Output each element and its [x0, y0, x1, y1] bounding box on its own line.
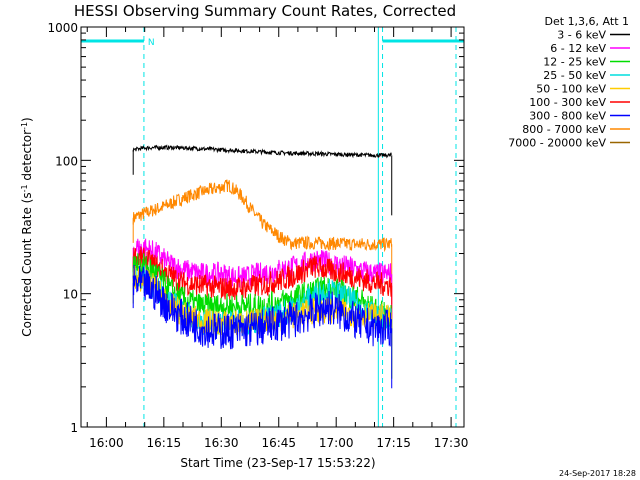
- y-axis-label: Corrected Count Rate (s-1 detector-1): [20, 117, 35, 336]
- y-tick-label-1: 10: [63, 288, 78, 302]
- series-layer: [132, 144, 393, 389]
- night-flag: N: [148, 38, 155, 48]
- y-tick-label-0: 1: [70, 421, 78, 435]
- tick-layer: 16:00 16:15 16:30 16:45 17:00 17:15 17:30 1 10 10…: [47, 21, 468, 450]
- legend-label-1: 6 - 12 keV: [550, 42, 606, 55]
- chart-title: HESSI Observing Summary Count Rates, Cor…: [74, 2, 456, 20]
- legend-label-6: 300 - 800 keV: [529, 110, 606, 123]
- y-tick-label-2: 100: [55, 154, 78, 168]
- y-axis-label-sup1: -1: [20, 184, 29, 192]
- x-tick-label-6: 17:30: [434, 436, 469, 450]
- night-layer: N: [80, 27, 464, 427]
- series-line-7: [132, 179, 392, 253]
- x-tick-label-5: 17:15: [376, 436, 411, 450]
- y-axis-label-sup2: -1: [20, 122, 29, 130]
- x-axis-label: Start Time (23-Sep-17 15:53:22): [180, 456, 375, 470]
- legend-label-7: 800 - 7000 keV: [522, 123, 606, 136]
- legend-label-2: 12 - 25 keV: [543, 56, 606, 69]
- legend-label-0: 3 - 6 keV: [557, 29, 606, 42]
- legend-label-4: 50 - 100 keV: [536, 83, 606, 96]
- legend-label-8: 7000 - 20000 keV: [508, 137, 606, 150]
- y-axis-label-main: Corrected Count Rate (s: [20, 192, 34, 336]
- series-line-0: [132, 144, 392, 159]
- y-axis-label-mid: detector: [20, 130, 34, 185]
- x-tick-label-1: 16:15: [147, 436, 182, 450]
- y-axis-label-end: ): [20, 117, 34, 122]
- legend-label-3: 25 - 50 keV: [543, 69, 606, 82]
- y-tick-label-3: 1000: [47, 21, 78, 35]
- series-line-1: [132, 238, 392, 289]
- series-line-6: [132, 265, 392, 350]
- timestamp: 24-Sep-2017 18:28: [559, 469, 636, 478]
- x-tick-label-4: 17:00: [319, 436, 354, 450]
- series-line-5: [132, 246, 392, 301]
- x-tick-label-2: 16:30: [204, 436, 239, 450]
- x-tick-label-3: 16:45: [261, 436, 296, 450]
- plot-frame: [80, 26, 465, 428]
- legend-header: Det 1,3,6, Att 1: [545, 15, 629, 28]
- legend-label-5: 100 - 300 keV: [529, 96, 606, 109]
- x-tick-label-0: 16:00: [89, 436, 124, 450]
